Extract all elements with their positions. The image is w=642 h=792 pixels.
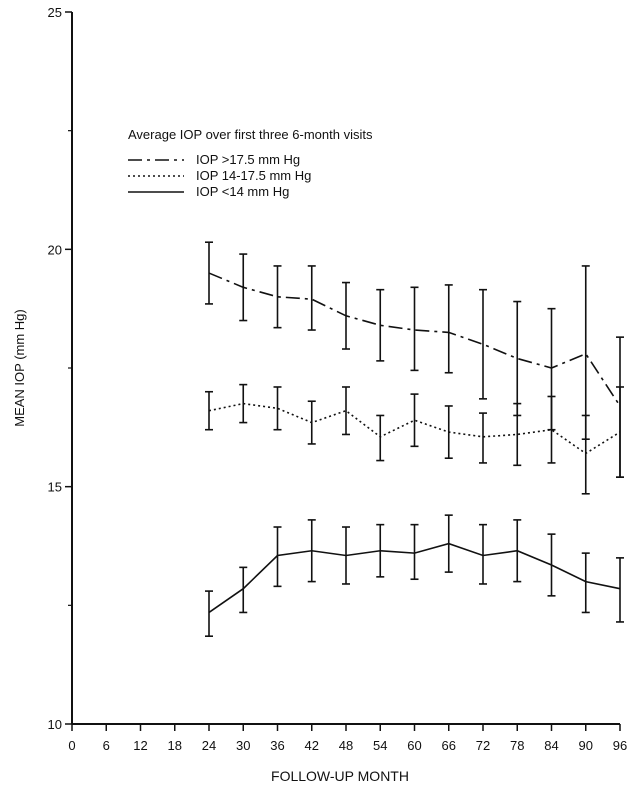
x-tick-label: 78 (510, 738, 524, 753)
series-3 (205, 514, 624, 637)
x-axis-label: FOLLOW-UP MONTH (271, 768, 409, 784)
legend-label: IOP 14-17.5 mm Hg (196, 168, 311, 183)
x-tick-label: 36 (270, 738, 284, 753)
y-axis-label: MEAN IOP (mm Hg) (12, 309, 27, 427)
x-tick-label: 24 (202, 738, 216, 753)
x-tick-label: 54 (373, 738, 387, 753)
y-tick-label: 10 (48, 717, 62, 732)
x-tick-label: 6 (103, 738, 110, 753)
axes (71, 12, 620, 725)
legend-label: IOP <14 mm Hg (196, 184, 289, 199)
series-2 (205, 383, 624, 495)
ticks: 10 15 20 25 0 6 12 18 24 30 36 42 48 54 60 66 72 78 84 90 96 (48, 5, 628, 753)
legend: Average IOP over first three 6-month vis… (128, 127, 373, 199)
y-tick-label: 15 (48, 480, 62, 495)
series-layer (205, 241, 624, 637)
x-tick-label: 18 (168, 738, 182, 753)
x-tick-label: 90 (579, 738, 593, 753)
x-tick-label: 66 (442, 738, 456, 753)
y-tick-label: 20 (48, 242, 62, 257)
x-tick-label: 12 (133, 738, 147, 753)
x-tick-label: 30 (236, 738, 250, 753)
y-tick-label: 25 (48, 5, 62, 20)
x-tick-label: 42 (305, 738, 319, 753)
legend-title: Average IOP over first three 6-month vis… (128, 127, 373, 142)
x-tick-label: 0 (68, 738, 75, 753)
x-tick-label: 72 (476, 738, 490, 753)
x-tick-label: 48 (339, 738, 353, 753)
series-1 (205, 241, 624, 478)
x-tick-label: 96 (613, 738, 627, 753)
x-tick-label: 84 (544, 738, 558, 753)
x-tick-label: 60 (407, 738, 421, 753)
legend-label: IOP >17.5 mm Hg (196, 152, 300, 167)
